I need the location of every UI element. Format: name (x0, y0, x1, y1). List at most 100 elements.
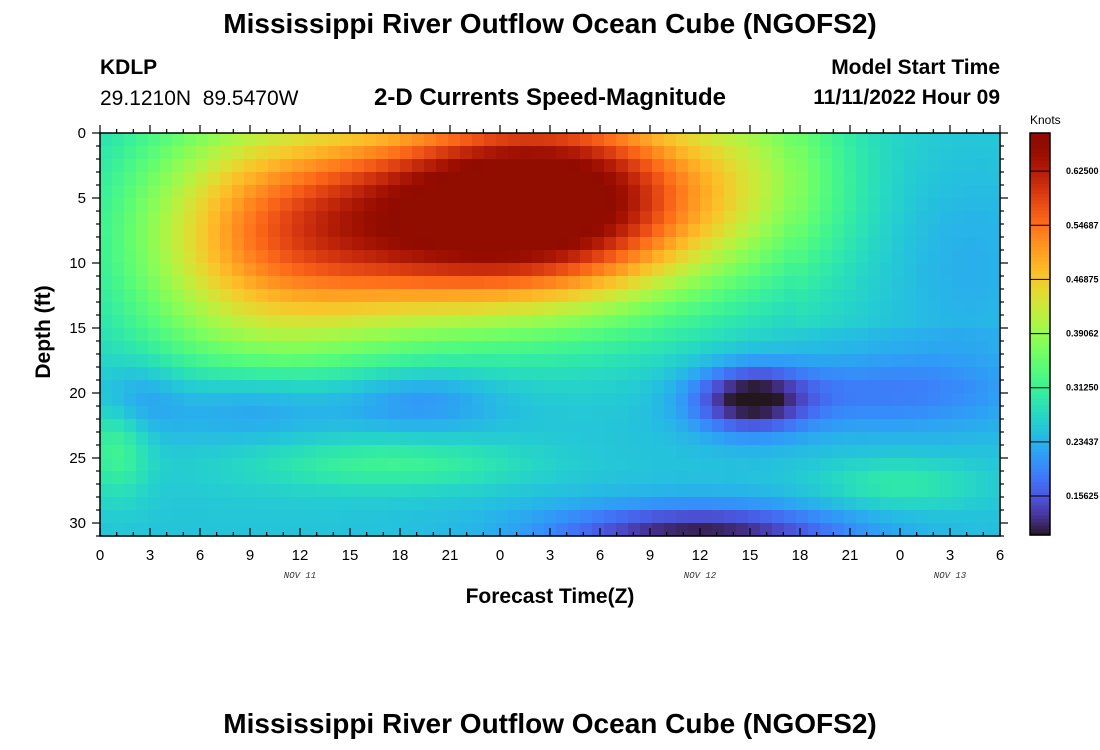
heatmap-cell (952, 380, 965, 394)
heatmap-cell (544, 198, 557, 212)
heatmap-cell (820, 211, 833, 225)
heatmap-cell (220, 276, 233, 290)
heatmap-cell (244, 250, 257, 264)
heatmap-cell (940, 484, 953, 498)
heatmap-cell (292, 393, 305, 407)
heatmap-cell (940, 289, 953, 303)
heatmap-cell (628, 432, 641, 446)
heatmap-cell (592, 146, 605, 160)
heatmap-cell (148, 276, 161, 290)
heatmap-cell (700, 484, 713, 498)
heatmap-cell (556, 198, 569, 212)
heatmap-cell (688, 419, 701, 433)
heatmap-cell (340, 432, 353, 446)
heatmap-cell (148, 328, 161, 342)
heatmap-cell (196, 367, 209, 381)
heatmap-cell (688, 471, 701, 485)
heatmap-cell (712, 393, 725, 407)
heatmap-cell (976, 133, 989, 147)
heatmap-cell (448, 393, 461, 407)
heatmap-cell (364, 432, 377, 446)
heatmap-cell (832, 302, 845, 316)
heatmap-cell (892, 185, 905, 199)
colorbar-swatch (1030, 454, 1050, 459)
heatmap-cell (868, 523, 881, 537)
heatmap-cell (160, 341, 173, 355)
heatmap-cell (988, 393, 1001, 407)
heatmap-cell (748, 354, 761, 368)
heatmap-cell (940, 211, 953, 225)
heatmap-cell (244, 198, 257, 212)
heatmap-cell (160, 198, 173, 212)
x-tick-label: 6 (196, 547, 204, 564)
heatmap-cell (988, 328, 1001, 342)
heatmap-cell (868, 263, 881, 277)
heatmap-cell (484, 510, 497, 524)
heatmap-cell (748, 328, 761, 342)
heatmap-cell (364, 224, 377, 238)
heatmap-cell (832, 497, 845, 511)
heatmap-cell (448, 224, 461, 238)
heatmap-cell (148, 510, 161, 524)
heatmap-cell (520, 484, 533, 498)
heatmap-cell (412, 380, 425, 394)
heatmap-cell (256, 172, 269, 186)
heatmap-cell (736, 419, 749, 433)
heatmap-cell (508, 497, 521, 511)
heatmap-cell (244, 497, 257, 511)
heatmap-cell (484, 133, 497, 147)
heatmap-cell (268, 159, 281, 173)
heatmap-cell (856, 159, 869, 173)
heatmap-cell (184, 367, 197, 381)
heatmap-cell (340, 289, 353, 303)
heatmap-cell (676, 380, 689, 394)
heatmap-cell (964, 328, 977, 342)
heatmap-cell (448, 523, 461, 537)
heatmap-cell (160, 276, 173, 290)
heatmap-cell (976, 211, 989, 225)
heatmap-cell (232, 198, 245, 212)
heatmap-cell (532, 133, 545, 147)
colorbar-swatch (1030, 364, 1050, 369)
heatmap-cell (616, 471, 629, 485)
heatmap-cell (208, 276, 221, 290)
heatmap-cell (172, 237, 185, 251)
heatmap-cell (136, 211, 149, 225)
heatmap-cell (772, 354, 785, 368)
heatmap-cell (772, 341, 785, 355)
colorbar-swatch (1030, 427, 1050, 432)
heatmap-cell (808, 250, 821, 264)
heatmap-cell (472, 393, 485, 407)
heatmap-cell (172, 315, 185, 329)
heatmap-cell (916, 159, 929, 173)
colorbar-swatch (1030, 163, 1050, 168)
heatmap-cell (604, 211, 617, 225)
heatmap-cell (796, 471, 809, 485)
heatmap-cell (232, 185, 245, 199)
heatmap-cell (976, 497, 989, 511)
heatmap-cell (796, 133, 809, 147)
heatmap-cell (184, 146, 197, 160)
heatmap-cell (232, 419, 245, 433)
heatmap-cell (964, 185, 977, 199)
heatmap-cell (928, 172, 941, 186)
heatmap-cell (472, 315, 485, 329)
heatmap-cell (712, 172, 725, 186)
heatmap-cell (676, 237, 689, 251)
heatmap-cell (916, 276, 929, 290)
heatmap-cell (544, 471, 557, 485)
heatmap-cell (916, 211, 929, 225)
heatmap-cell (100, 211, 113, 225)
heatmap-cell (724, 146, 737, 160)
heatmap-cell (400, 133, 413, 147)
heatmap-cell (316, 471, 329, 485)
heatmap-cell (832, 367, 845, 381)
heatmap-cell (592, 159, 605, 173)
heatmap-cell (880, 419, 893, 433)
heatmap-cell (340, 133, 353, 147)
heatmap-cell (448, 289, 461, 303)
heatmap-cell (220, 445, 233, 459)
heatmap-cell (136, 419, 149, 433)
heatmap-cell (976, 328, 989, 342)
heatmap-cell (952, 406, 965, 420)
